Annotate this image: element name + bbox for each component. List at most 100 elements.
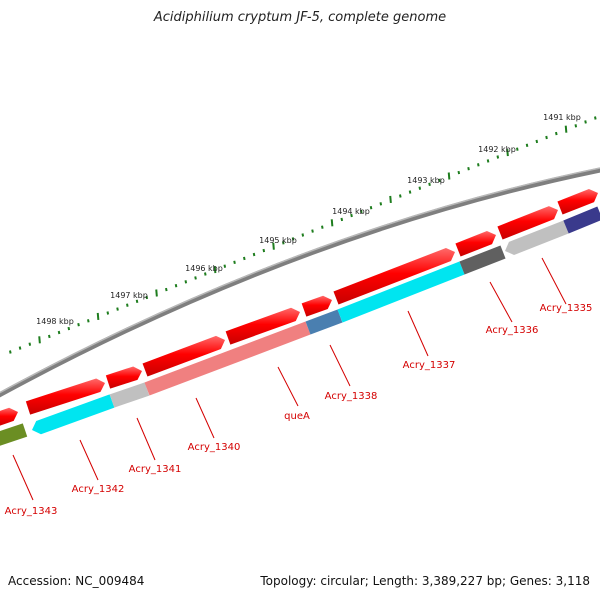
genome-backbone: [0, 167, 600, 398]
kbp-tick-label: 1493 kbp: [407, 176, 445, 185]
minor-tick: [525, 143, 529, 147]
minor-tick: [9, 350, 12, 354]
gene-arrow: [0, 407, 18, 426]
minor-tick: [194, 276, 197, 280]
major-tick: [506, 149, 509, 157]
label-leader-line: [195, 397, 215, 439]
minor-tick: [282, 241, 285, 245]
minor-tick: [516, 147, 519, 151]
kbp-scale: 1491 kbp 1492 kbp 1493 kbp 1494 kbp 1495 kbp…: [36, 113, 581, 326]
minor-tick: [457, 170, 461, 175]
minor-tick: [87, 319, 90, 323]
accession-text: Accession: NC_009484: [8, 574, 145, 588]
minor-tick: [106, 311, 110, 315]
minor-tick: [204, 272, 207, 276]
major-tick: [564, 125, 568, 133]
gene-label: Acry_1341: [129, 464, 182, 475]
gene-arrow: [497, 206, 558, 240]
gene-label: Acry_1336: [486, 325, 539, 336]
minor-tick: [496, 155, 500, 159]
gene-block: [459, 245, 506, 275]
minor-tick: [545, 135, 548, 140]
gene-block: [305, 309, 343, 335]
minor-tick: [369, 206, 373, 210]
minor-tick: [438, 178, 441, 183]
minor-tick: [252, 252, 256, 257]
gene-arrow: [333, 247, 455, 305]
minor-tick: [467, 167, 470, 171]
minor-tick: [360, 209, 363, 214]
minor-tick: [311, 229, 314, 233]
gene-label: Acry_1335: [540, 303, 593, 314]
major-tick: [38, 336, 41, 344]
minor-tick: [535, 139, 539, 144]
gene-block: [32, 394, 115, 435]
minor-tick: [223, 264, 227, 268]
kbp-tick-label: 1494 kbp: [332, 207, 370, 216]
minor-tick: [174, 284, 178, 288]
gene-label: Acry_1340: [188, 442, 241, 453]
kbp-tick-label: 1496 kbp: [185, 264, 223, 273]
minor-tick: [340, 217, 344, 222]
minor-tick: [291, 237, 295, 241]
minor-tick: [57, 330, 61, 335]
minor-tick: [584, 120, 587, 124]
minor-tick: [28, 342, 32, 346]
minor-tick: [399, 194, 402, 198]
gene-arrow: [455, 231, 496, 257]
kbp-tick-label: 1498 kbp: [36, 317, 74, 326]
minor-tick: [18, 346, 22, 350]
genome-stats-text: Topology: circular; Length: 3,389,227 bp…: [260, 574, 590, 588]
label-leader-line: [407, 310, 429, 357]
minor-tick: [350, 213, 353, 218]
gene-label-leaders: [12, 257, 567, 501]
gene-arrow: [225, 307, 300, 345]
minor-tick: [145, 295, 149, 300]
major-tick: [155, 289, 158, 297]
minor-tick: [165, 287, 168, 292]
kbp-tick-label: 1497 kbp: [110, 291, 148, 300]
forward-strand-genes: [0, 189, 598, 426]
gene-arrow: [25, 378, 106, 415]
minor-tick: [379, 202, 383, 206]
minor-tick: [67, 326, 71, 331]
gene-label: Acry_1342: [72, 484, 125, 495]
gene-arrow: [105, 366, 142, 389]
kbp-tick-label: 1491 kbp: [543, 113, 581, 122]
major-tick: [447, 172, 451, 180]
major-tick: [330, 219, 334, 227]
label-leader-line: [541, 257, 567, 305]
minor-tick: [428, 182, 431, 186]
gene-block: [563, 206, 600, 234]
minor-tick: [418, 186, 422, 190]
map-title: Acidiphilium cryptum JF-5, complete geno…: [153, 10, 447, 25]
minor-tick: [243, 256, 246, 261]
minor-tick: [594, 116, 597, 120]
minor-tick: [574, 124, 578, 128]
label-leader-line: [329, 344, 351, 387]
minor-tick: [262, 248, 266, 253]
gene-block: [144, 321, 311, 396]
minor-tick: [184, 280, 188, 284]
minor-tick: [135, 299, 139, 303]
kbp-tick-label: 1495 kbp: [259, 236, 297, 245]
gene-label: Acry_1337: [403, 360, 456, 371]
tick-band: [9, 116, 597, 354]
minor-tick: [48, 334, 51, 339]
gene-block: [505, 220, 569, 255]
label-leader-line: [12, 454, 34, 501]
major-tick: [96, 312, 100, 320]
minor-tick: [301, 233, 305, 237]
label-leader-line: [277, 366, 299, 407]
gene-arrow: [301, 295, 332, 317]
major-tick: [213, 266, 217, 274]
minor-tick: [486, 159, 490, 163]
minor-tick: [126, 303, 129, 307]
gene-block: [109, 382, 150, 408]
minor-tick: [555, 131, 558, 136]
kbp-tick-label: 1492 kbp: [478, 145, 516, 154]
label-leader-line: [489, 281, 513, 323]
minor-tick: [321, 225, 324, 229]
minor-tick: [477, 163, 480, 167]
